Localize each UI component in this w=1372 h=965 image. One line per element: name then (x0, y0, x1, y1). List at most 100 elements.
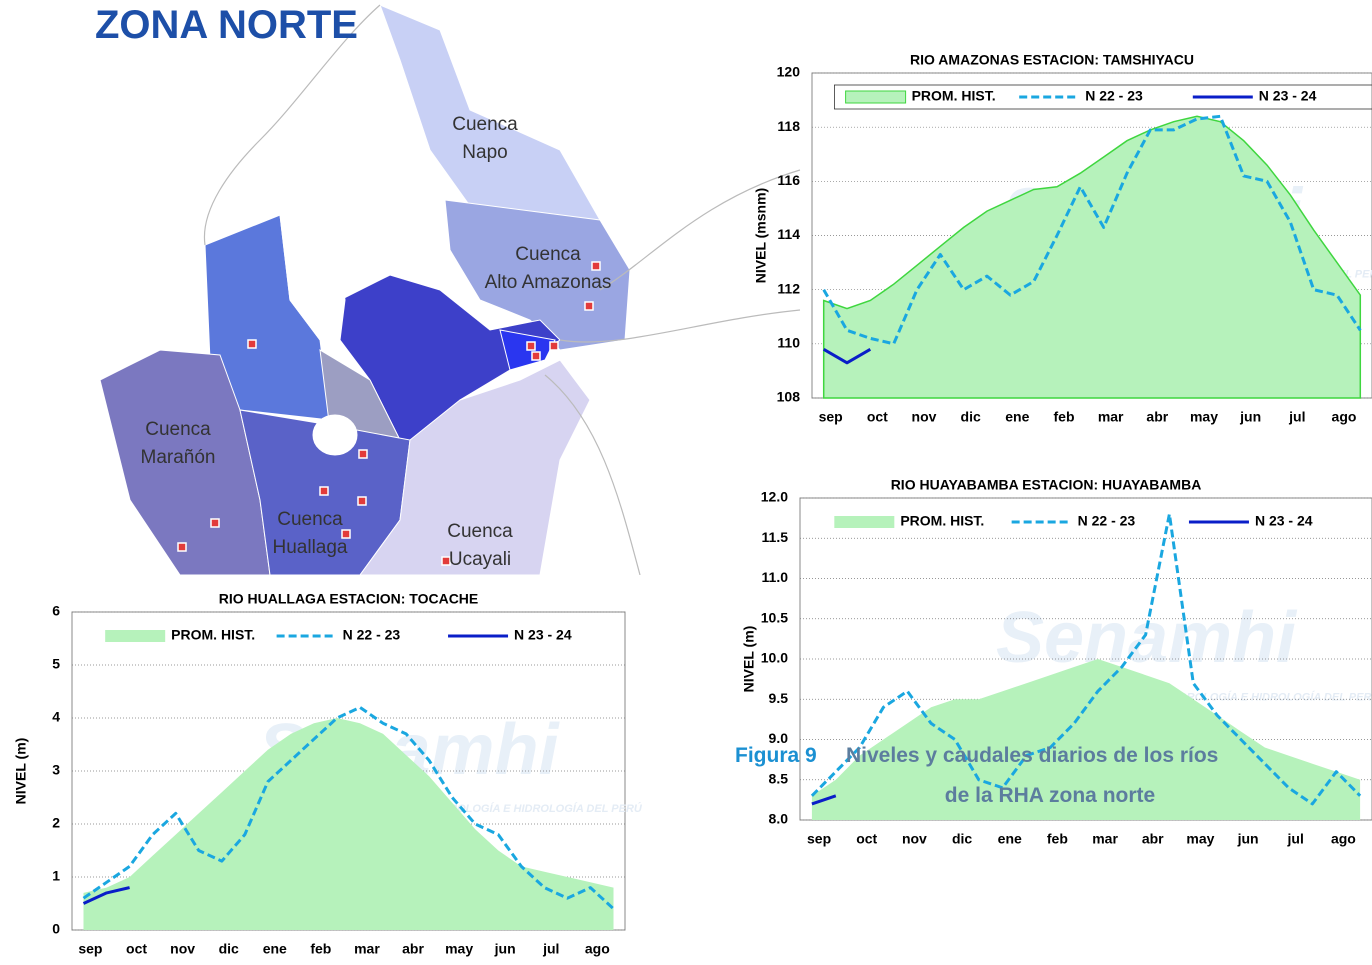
x-tick-label: mar (1092, 831, 1118, 847)
legend-label: N 23 - 24 (514, 627, 572, 643)
chart-title: RIO AMAZONAS ESTACION: TAMSHIYACU (910, 52, 1194, 68)
y-tick-label: 120 (777, 64, 801, 80)
area (822, 115, 1362, 399)
basin-alto-amazonas (444, 199, 631, 351)
x-tick-label: may (1186, 831, 1214, 847)
legend-box (834, 84, 1372, 110)
map-label: Cuenca (145, 419, 211, 440)
line (822, 114, 1362, 346)
x-tick-label: ene (263, 941, 287, 957)
caption-label: Figura 9 (735, 744, 817, 767)
x-tick-label: oct (867, 409, 888, 425)
legend-swatch (834, 516, 895, 528)
rivers (203, 4, 801, 576)
y-tick-label: 116 (777, 172, 800, 188)
map-hole (312, 414, 358, 456)
basin-ucayali (359, 359, 591, 576)
legend-label: N 22 - 23 (1078, 513, 1136, 529)
y-tick-label: 8.5 (769, 770, 789, 786)
x-tick-label: dic (952, 831, 972, 847)
legend-swatch (845, 90, 907, 104)
x-tick-label: jul (1287, 831, 1304, 847)
legend-label: PROM. HIST. (171, 627, 255, 643)
y-axis-label: NIVEL (m) (13, 738, 29, 805)
x-tick-label: abr (1142, 831, 1164, 847)
chart-title: RIO HUAYABAMBA ESTACION: HUAYABAMBA (891, 477, 1202, 493)
x-tick-label: mar (1098, 409, 1124, 425)
x-tick-label: feb (310, 941, 331, 957)
y-tick-label: 110 (777, 335, 800, 351)
x-tick-label: may (445, 941, 473, 957)
y-tick-label: 3 (52, 762, 60, 778)
x-tick-label: abr (402, 941, 424, 957)
map-label: Cuenca (515, 244, 581, 265)
x-tick-label: dic (961, 409, 981, 425)
y-tick-label: 10.0 (761, 650, 788, 666)
y-tick-label: 0 (52, 921, 60, 937)
area (811, 659, 1361, 820)
x-tick-label: ago (585, 941, 610, 957)
x-tick-label: jun (1239, 409, 1261, 425)
legend-swatch (105, 630, 166, 642)
y-tick-label: 118 (777, 118, 800, 134)
chart-title: RIO HUALLAGA ESTACION: TOCACHE (219, 591, 479, 607)
y-tick-label: 2 (52, 815, 60, 831)
legend-label: N 23 - 24 (1259, 88, 1317, 104)
y-tick-label: 114 (777, 226, 800, 242)
y-tick-label: 9.5 (769, 690, 789, 706)
x-tick-label: jul (1288, 409, 1305, 425)
x-tick-label: ago (1331, 831, 1356, 847)
x-tick-label: sep (78, 941, 102, 957)
x-tick-label: jun (1237, 831, 1259, 847)
y-tick-label: 12.0 (761, 489, 788, 505)
y-tick-label: 6 (52, 603, 60, 619)
x-tick-label: feb (1054, 409, 1075, 425)
map-label: Cuenca (452, 114, 518, 135)
y-tick-label: 5 (52, 656, 60, 672)
x-tick-label: jun (494, 941, 516, 957)
x-tick-label: oct (126, 941, 147, 957)
x-tick-label: oct (856, 831, 877, 847)
x-tick-label: jul (542, 941, 559, 957)
x-tick-label: nov (902, 831, 927, 847)
map-label: Marañón (141, 447, 216, 468)
line (82, 886, 130, 905)
x-tick-label: ago (1332, 409, 1357, 425)
page-title: ZONA NORTE (95, 3, 358, 47)
map-labels: Cuenca Napo Cuenca Alto Amazonas Cuenca Marañ… (141, 114, 612, 570)
stations (177, 261, 601, 566)
map-label: Huallaga (273, 537, 348, 558)
y-tick-label: 1 (52, 868, 60, 884)
watermark: Senamhi (996, 598, 1298, 678)
legend-label: N 22 - 23 (343, 627, 401, 643)
map (0, 4, 801, 595)
y-tick-label: 11.0 (762, 569, 789, 585)
y-tick-label: 10.5 (761, 609, 788, 625)
legend-label: PROM. HIST. (900, 513, 984, 529)
x-tick-label: nov (170, 941, 195, 957)
x-tick-label: sep (819, 409, 843, 425)
area (83, 718, 614, 930)
legend-label: N 23 - 24 (1255, 513, 1313, 529)
x-tick-label: mar (354, 941, 380, 957)
y-axis-label: NIVEL (msnm) (753, 188, 769, 283)
y-tick-label: 112 (777, 280, 800, 296)
legend-label: PROM. HIST. (912, 88, 996, 104)
x-tick-label: sep (807, 831, 831, 847)
map-label: Ucayali (449, 549, 511, 570)
y-axis-label: NIVEL (m) (741, 626, 757, 693)
line (822, 348, 872, 365)
legend-label: N 22 - 23 (1085, 88, 1143, 104)
x-tick-label: ene (998, 831, 1022, 847)
map-label: Cuenca (277, 509, 343, 530)
basin-napo (379, 4, 601, 221)
y-tick-label: 9.0 (769, 730, 789, 746)
y-tick-label: 4 (52, 709, 60, 725)
map-label: Alto Amazonas (485, 272, 612, 293)
